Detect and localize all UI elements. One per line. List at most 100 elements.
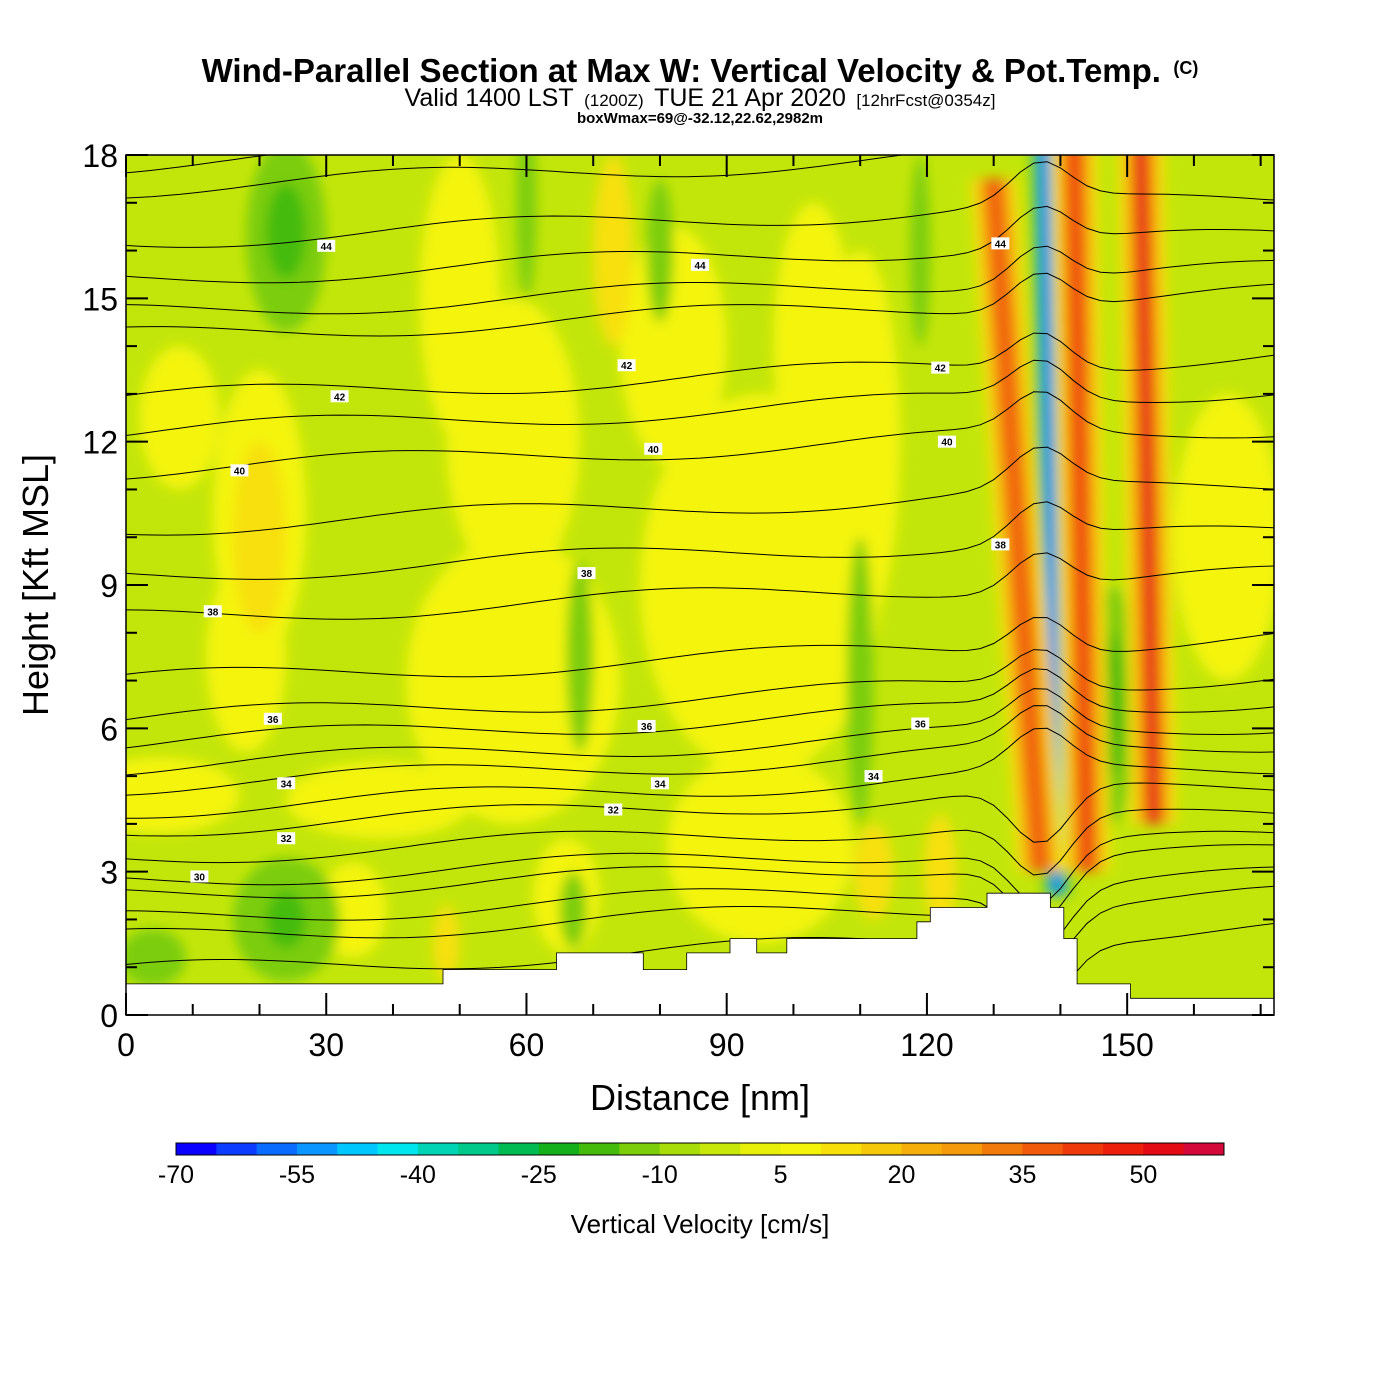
isentrope-label-bg [230, 464, 249, 477]
colorbar-tick-label: -40 [400, 1161, 436, 1189]
colorbar-tick-label: 5 [774, 1161, 788, 1189]
isentrope-label-bg [277, 832, 296, 845]
colorbar-swatch [176, 1143, 217, 1155]
isentrope-line [126, 705, 1274, 796]
colorbar-swatch [1143, 1143, 1185, 1155]
field-region [126, 929, 187, 987]
field-region [433, 905, 460, 982]
y-tick-label: 15 [82, 281, 118, 317]
field-region [286, 761, 474, 839]
isentrope-line [126, 552, 1274, 620]
isentrope-label-bg [644, 442, 663, 455]
colorbar [175, 1142, 1225, 1156]
field-region [406, 537, 620, 824]
box-info: boxWmax=69@-32.12,22.62,2982m [577, 110, 823, 127]
isentrope-label: 38 [207, 607, 219, 618]
isentrope-labels: 30 32 32 34 34 34 36 36 36 38 38 38 40 40 40 42 42 42 44 44… [190, 237, 1010, 883]
isentrope-line [126, 782, 1274, 843]
colorbar-label: Vertical Velocity [cm/s] [571, 1209, 830, 1239]
isentrope-line [126, 616, 1274, 678]
updraft-core [1135, 155, 1160, 824]
field-region [419, 155, 500, 442]
field-region [1173, 393, 1274, 681]
isentrope-label-bg [991, 237, 1010, 250]
colorbar-swatch [941, 1143, 983, 1155]
x-tick-label: 150 [1100, 1027, 1153, 1063]
isentrope-line [126, 923, 1274, 1004]
isentrope-label: 36 [915, 720, 927, 731]
isentrope-line [126, 272, 1274, 337]
isentrope-line [126, 446, 1274, 536]
subtitle-utc: (1200Z) [584, 91, 644, 110]
colorbar-swatch [216, 1143, 258, 1155]
field-region [266, 183, 307, 280]
isentrope-label-bg [203, 605, 222, 618]
x-axis: 0 30 60 90 120 150 [117, 155, 1262, 1063]
colorbar-frame [175, 1142, 1225, 1156]
field-region [910, 155, 931, 347]
isentrope-label-bg [330, 390, 349, 403]
isentrope-line [126, 245, 1274, 315]
colorbar-tick-label: -70 [158, 1161, 194, 1189]
field-region [1103, 632, 1124, 777]
colorbar-swatch [1183, 1143, 1225, 1155]
isentrope-line [126, 808, 1274, 876]
field-region [666, 752, 854, 944]
isentrope-label: 40 [941, 438, 953, 449]
colorbar-tick-label: -10 [642, 1161, 678, 1189]
isentrope-label-bg [937, 435, 956, 448]
isentrope-label: 32 [281, 834, 293, 845]
subtitle-date: TUE 21 Apr 2020 [654, 84, 846, 112]
field-region [126, 757, 240, 834]
y-tick-label: 6 [100, 711, 118, 747]
isentrope-label: 34 [868, 772, 880, 783]
isentrope-label: 38 [581, 569, 593, 580]
isentrope-label-bg [263, 712, 282, 725]
isentrope-line [126, 205, 1274, 284]
field-region [923, 814, 957, 930]
chart-title: Wind-Parallel Section at Max W: Vertical… [202, 52, 1199, 89]
isentrope-label-bg [650, 777, 669, 790]
isentrope-label: 32 [608, 806, 620, 817]
title-text: Wind-Parallel Section at Max W: Vertical… [202, 52, 1161, 89]
x-tick-label: 0 [117, 1027, 135, 1063]
colorbar-tick-label: 35 [1009, 1161, 1037, 1189]
colorbar-swatch [740, 1143, 782, 1155]
isentrope-line [126, 866, 1274, 949]
isentrope-label: 42 [935, 364, 947, 375]
field-region [593, 155, 634, 347]
isentrope-line [126, 501, 1274, 580]
colorbar-swatch [1103, 1143, 1144, 1155]
isentrope-label-bg [864, 770, 883, 783]
subtitle-forecast: [12hrFcst@0354z] [856, 91, 995, 110]
colorbar-swatch [619, 1143, 661, 1155]
colorbar-swatch [1022, 1143, 1064, 1155]
colorbar-swatch [337, 1143, 379, 1155]
isentrope-label-bg [931, 361, 950, 374]
x-tick-label: 120 [900, 1027, 953, 1063]
colorbar-tick-label: 50 [1129, 1161, 1157, 1189]
isentrope-label-bg [190, 870, 209, 883]
isentrope-label: 36 [267, 715, 279, 726]
colorbar-swatch [700, 1143, 741, 1155]
plot-area: 30 32 32 34 34 34 36 36 36 38 38 38 40 40 40 42 42 42 44 44… [126, 155, 1274, 1015]
isentrope-label-bg [604, 803, 623, 816]
field-region [773, 202, 854, 490]
isentrope-label-bg [911, 717, 930, 730]
terrain [126, 892, 1274, 1015]
x-tick-label: 90 [709, 1027, 745, 1063]
isentrope-line [126, 359, 1274, 436]
colorbar-swatch [417, 1143, 459, 1155]
subtitle-valid: Valid 1400 LST [405, 84, 574, 112]
colorbar-swatch [256, 1143, 298, 1155]
colorbar-swatch [982, 1143, 1023, 1155]
colorbar-swatch [498, 1143, 540, 1155]
title-mark: (C) [1173, 58, 1198, 78]
x-axis-label: Distance [nm] [590, 1077, 810, 1118]
colorbar-swatch [458, 1143, 499, 1155]
y-tick-label: 9 [100, 568, 118, 604]
field-region [853, 823, 894, 920]
colorbar-tick-label: 20 [888, 1161, 916, 1189]
isentrope-label: 34 [654, 779, 666, 790]
